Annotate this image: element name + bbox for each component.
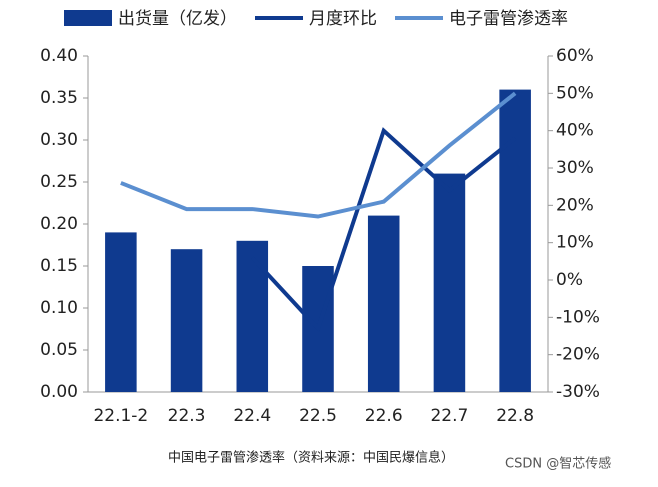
bar bbox=[105, 232, 137, 392]
y-tick-label: 0.05 bbox=[40, 340, 78, 360]
y2-tick-label: 20% bbox=[556, 195, 594, 215]
x-tick-label: 22.6 bbox=[365, 406, 403, 426]
x-tick-label: 22.8 bbox=[496, 406, 534, 426]
legend-label: 出货量（亿发） bbox=[118, 9, 237, 29]
x-tick-label: 22.1-2 bbox=[93, 406, 148, 426]
legend-swatch bbox=[64, 10, 112, 26]
legend-label: 月度环比 bbox=[309, 9, 377, 29]
y2-tick-label: 60% bbox=[556, 46, 594, 66]
y-tick-label: 0.15 bbox=[40, 256, 78, 276]
y-tick-label: 0.10 bbox=[40, 298, 78, 318]
y-tick-label: 0.25 bbox=[40, 172, 78, 192]
y2-tick-label: 10% bbox=[556, 233, 594, 253]
caption: 中国电子雷管渗透率（资料来源：中国民爆信息） bbox=[168, 450, 454, 466]
y-tick-label: 0.20 bbox=[40, 214, 78, 234]
line bbox=[250, 127, 517, 333]
watermark: CSDN @智芯传感 bbox=[505, 456, 611, 472]
y2-tick-label: -30% bbox=[556, 382, 600, 402]
bar bbox=[236, 240, 269, 392]
x-tick-label: 22.7 bbox=[430, 406, 468, 426]
y-tick-label: 0.00 bbox=[40, 382, 78, 402]
y-tick-label: 0.40 bbox=[40, 46, 78, 66]
x-tick-label: 22.4 bbox=[233, 406, 271, 426]
bar bbox=[433, 173, 466, 392]
bar bbox=[170, 249, 203, 392]
bar bbox=[499, 89, 531, 392]
y2-tick-label: -20% bbox=[556, 345, 600, 365]
line bbox=[120, 91, 517, 219]
y2-tick-label: 30% bbox=[556, 158, 594, 178]
legend-label: 电子雷管渗透率 bbox=[449, 9, 568, 29]
y2-tick-label: 50% bbox=[556, 83, 594, 103]
y2-tick-label: 40% bbox=[556, 121, 594, 141]
x-tick-label: 22.5 bbox=[299, 406, 337, 426]
x-tick-label: 22.3 bbox=[168, 406, 206, 426]
y-tick-label: 0.30 bbox=[40, 130, 78, 150]
bar bbox=[367, 215, 400, 392]
y2-tick-label: 0% bbox=[556, 270, 583, 290]
y-tick-label: 0.35 bbox=[40, 88, 78, 108]
y2-tick-label: -10% bbox=[556, 307, 600, 327]
